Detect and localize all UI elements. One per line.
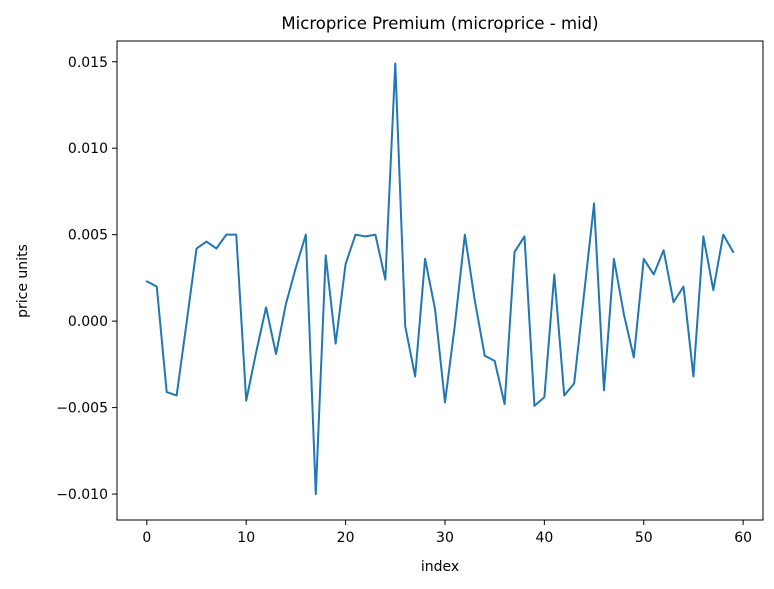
x-tick-label: 50 — [635, 530, 653, 546]
y-tick-label: −0.010 — [56, 487, 108, 503]
y-tick-label: 0.005 — [68, 228, 108, 244]
x-tick-label: 0 — [142, 530, 151, 546]
x-axis-label: index — [421, 559, 459, 575]
y-tick-label: 0.000 — [68, 314, 108, 330]
plot-frame — [116, 40, 764, 521]
y-tick-label: 0.010 — [68, 141, 108, 157]
x-tick-label: 30 — [436, 530, 454, 546]
x-tick-label: 10 — [237, 530, 255, 546]
x-tick-label: 20 — [337, 530, 355, 546]
y-tick-label: −0.005 — [56, 401, 108, 417]
y-axis-label: price units — [15, 244, 31, 318]
x-tick-label: 40 — [535, 530, 553, 546]
y-tick-label: 0.015 — [68, 55, 108, 71]
series-line — [145, 62, 735, 496]
x-tick-label: 60 — [734, 530, 752, 546]
chart-title: Microprice Premium (microprice - mid) — [281, 14, 598, 33]
